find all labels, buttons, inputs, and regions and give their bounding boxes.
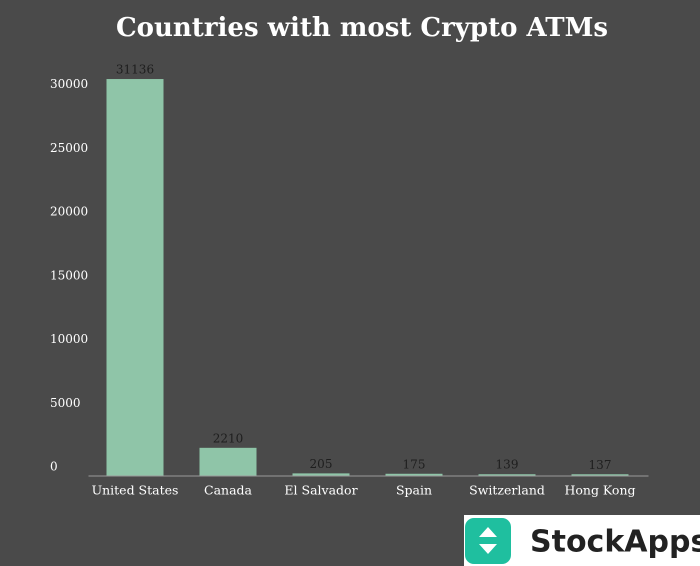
x-tick-label: Spain: [396, 483, 432, 498]
logo-arrows: [479, 527, 497, 554]
value-label: 2210: [213, 431, 244, 445]
value-label: 31136: [116, 63, 154, 77]
y-tick-label: 15000: [50, 268, 88, 282]
logo: StockApps: [464, 515, 700, 566]
x-tick-label: United States: [92, 483, 179, 498]
bar: [292, 473, 350, 476]
chart-title: Countries with most Crypto ATMs: [116, 13, 608, 43]
y-tick-label: 30000: [50, 77, 88, 91]
value-label: 205: [310, 457, 333, 471]
x-tick-label: Hong Kong: [564, 483, 635, 498]
y-tick-label: 20000: [50, 205, 88, 219]
x-tick-label: Canada: [204, 483, 253, 498]
value-label: 137: [589, 458, 612, 472]
y-tick-label: 0: [50, 460, 58, 474]
bar: [199, 447, 257, 476]
bar: [571, 474, 629, 476]
x-tick-label: Switzerland: [469, 483, 545, 498]
y-tick-label: 5000: [50, 396, 81, 410]
value-label: 139: [496, 458, 519, 472]
y-tick-label: 25000: [50, 141, 88, 155]
logo-text: StockApps: [530, 525, 700, 560]
bar: [478, 474, 536, 476]
x-tick-label: El Salvador: [284, 483, 357, 498]
bar: [385, 473, 443, 476]
logo-icon: [465, 518, 511, 564]
value-label: 175: [403, 457, 426, 471]
y-tick-label: 10000: [50, 332, 88, 346]
bar: [106, 79, 164, 476]
